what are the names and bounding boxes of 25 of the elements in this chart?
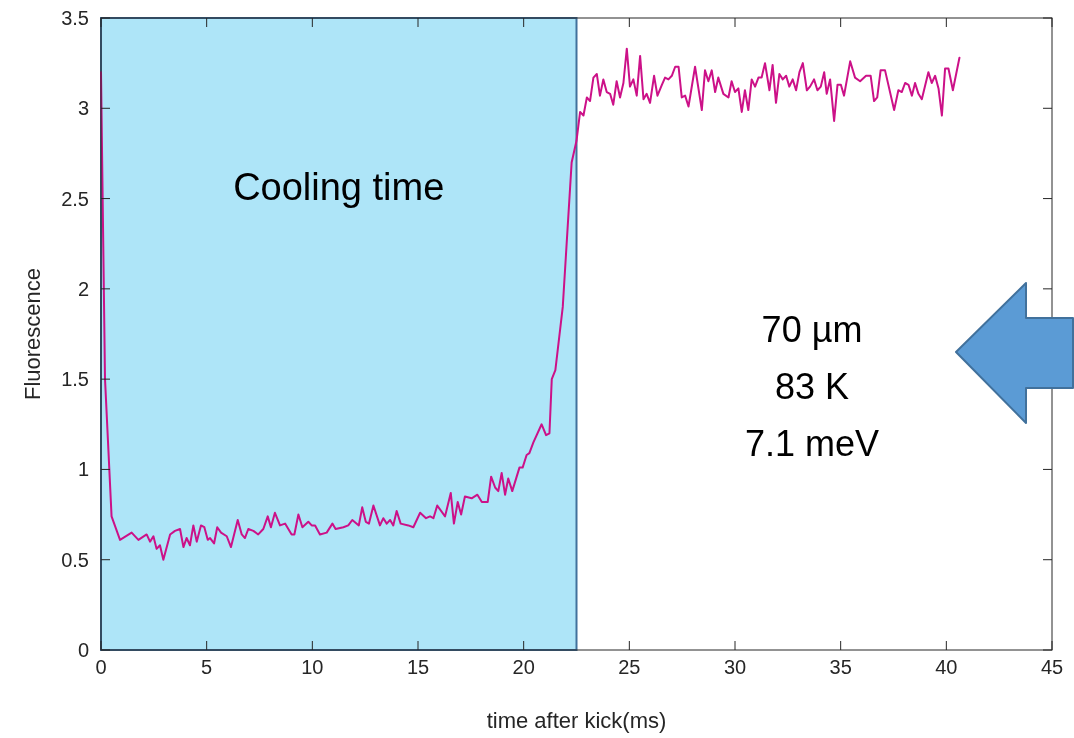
x-tick-label: 20 [512, 656, 535, 678]
y-tick-label: 0 [77, 639, 89, 661]
x-tick-label: 0 [95, 656, 107, 678]
x-tick-label: 45 [1040, 656, 1064, 678]
x-tick-label: 35 [829, 656, 852, 678]
y-tick-label: 1 [77, 458, 89, 481]
y-tick-label: 3.5 [61, 7, 89, 29]
x-axis-title: time after kick(ms) [486, 708, 667, 733]
y-tick-label: 1.5 [61, 368, 89, 391]
annotation: 70 µm [761, 309, 863, 350]
x-tick-label: 15 [406, 656, 430, 678]
y-tick-label: 2 [77, 277, 89, 300]
y-tick-label: 3 [77, 97, 89, 120]
x-tick-label: 40 [935, 656, 958, 678]
x-tick-label: 10 [301, 656, 324, 678]
annotation: 7.1 meV [744, 423, 880, 464]
x-tick-label: 25 [618, 656, 641, 678]
x-tick-label: 5 [201, 656, 213, 678]
y-tick-label: 0.5 [61, 548, 89, 571]
line-series [100, 47, 961, 561]
band-label: Cooling time [233, 166, 445, 208]
x-tick-label: 30 [723, 656, 747, 678]
y-axis-title: Fluorescence [20, 267, 45, 401]
annotation: 83 K [774, 366, 850, 407]
y-tick-label: 2.5 [61, 187, 89, 210]
